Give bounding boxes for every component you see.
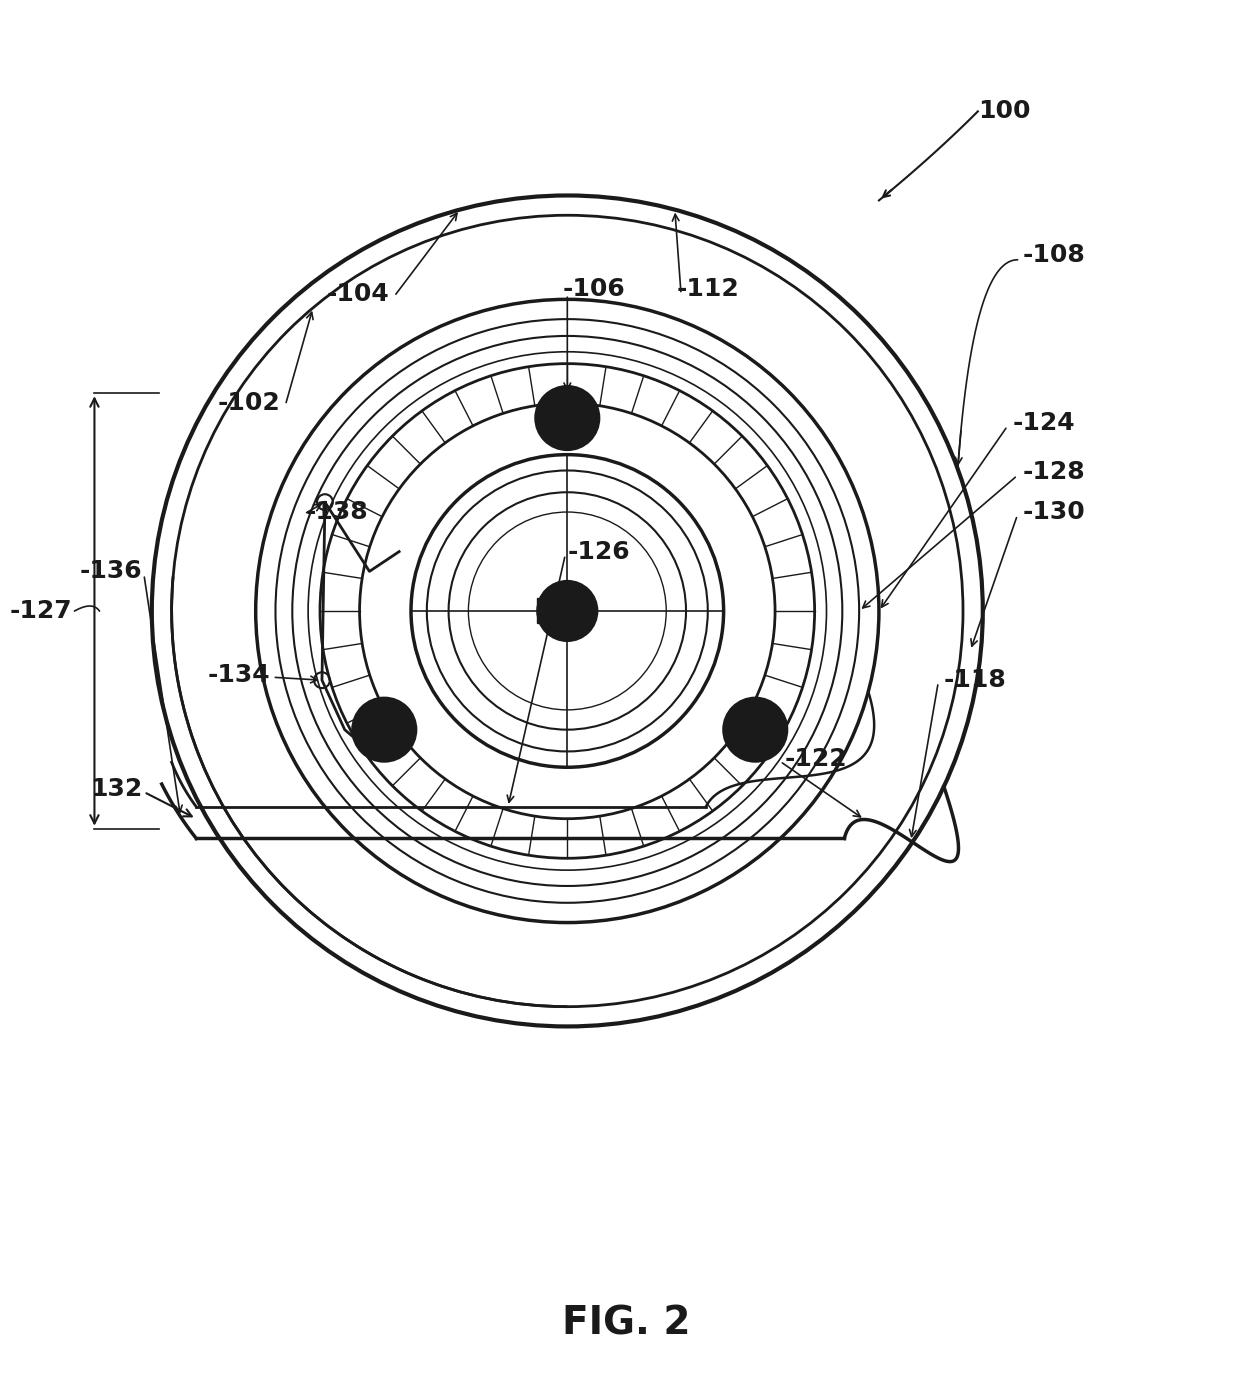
- Circle shape: [724, 698, 787, 762]
- Text: -128: -128: [1022, 460, 1085, 485]
- Circle shape: [538, 582, 596, 640]
- Circle shape: [737, 710, 774, 748]
- Text: 100: 100: [978, 99, 1030, 123]
- Text: -134: -134: [208, 663, 270, 688]
- Text: -138: -138: [305, 500, 368, 524]
- Text: FIG. 2: FIG. 2: [563, 1304, 691, 1342]
- Text: 132: 132: [89, 777, 141, 801]
- Text: -112: -112: [676, 277, 739, 302]
- Circle shape: [366, 710, 403, 748]
- Text: -104: -104: [326, 282, 389, 306]
- Circle shape: [749, 723, 763, 737]
- Circle shape: [556, 600, 579, 624]
- Text: -106: -106: [563, 277, 625, 302]
- Text: -127: -127: [10, 598, 73, 624]
- Circle shape: [548, 400, 587, 436]
- Text: -126: -126: [568, 540, 630, 563]
- Text: -118: -118: [944, 668, 1006, 692]
- Text: -124: -124: [1013, 411, 1075, 435]
- Circle shape: [377, 723, 392, 737]
- Text: -136: -136: [79, 559, 141, 583]
- Circle shape: [536, 386, 599, 450]
- Text: -108: -108: [1022, 243, 1085, 267]
- Circle shape: [560, 411, 574, 425]
- Text: -102: -102: [218, 391, 280, 415]
- Bar: [537, 598, 558, 624]
- Circle shape: [352, 698, 415, 762]
- Text: -122: -122: [785, 748, 848, 772]
- Text: -130: -130: [1022, 500, 1085, 524]
